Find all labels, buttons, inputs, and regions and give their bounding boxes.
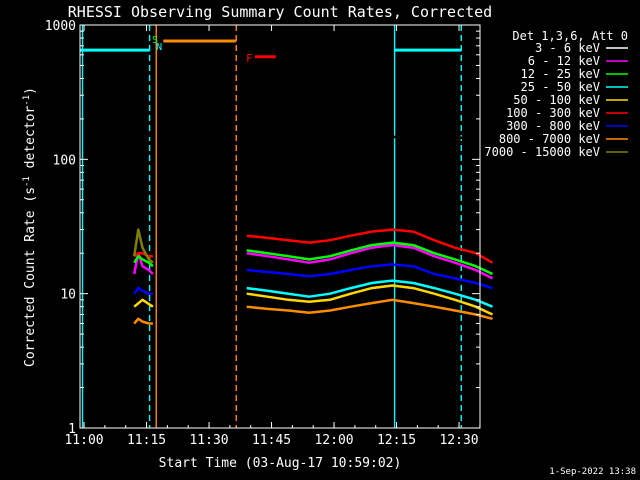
legend-entry-label: 7000 - 15000 keV (484, 145, 600, 159)
y-tick-label: 1 (68, 422, 76, 437)
y-axis-label-main: Corrected Count Rate (s (23, 187, 38, 367)
x-tick-label: 12:00 (314, 433, 353, 448)
x-tick-label: 11:15 (127, 433, 166, 448)
series-line (246, 263, 493, 290)
y-tick-label: 1000 (45, 19, 76, 34)
y-axis-label-end: ) (23, 87, 38, 95)
y-tick-label: 100 (53, 153, 76, 168)
legend-entry-label: 50 - 100 keV (513, 93, 600, 107)
legend-entry-label: 6 - 12 keV (528, 54, 600, 68)
footer-date: 1-Sep-2022 13:38 (549, 467, 636, 477)
series-line (246, 284, 494, 316)
x-tick-label: 11:30 (189, 433, 228, 448)
series-line (133, 298, 154, 308)
y-axis-label-sup2: -1 (22, 95, 32, 106)
state-marker-label: N (156, 42, 162, 53)
y-axis: 1 10 100 1000 (45, 19, 480, 437)
y-axis-label: Corrected Count Rate (s-1 detector-1) (22, 87, 38, 367)
x-tick-label: 11:00 (64, 433, 103, 448)
y-axis-label-sup1: -1 (22, 176, 32, 187)
legend-entry-label: 300 - 800 keV (506, 119, 600, 133)
series-line (133, 251, 153, 258)
state-bar-label: F (246, 52, 253, 65)
series-line (246, 132, 493, 140)
x-tick-label: 11:45 (252, 433, 291, 448)
legend-entry-label: 100 - 300 keV (506, 106, 600, 120)
chart-title: RHESSI Observing Summary Count Rates, Co… (68, 3, 492, 21)
series-line (246, 241, 494, 276)
legend-title: Det 1,3,6, Att 0 (512, 29, 628, 43)
legend-entry-label: 800 - 7000 keV (499, 132, 600, 146)
series-line (246, 279, 493, 308)
x-axis-label: Start Time (03-Aug-17 10:59:02) (159, 456, 402, 471)
x-tick-label: 12:15 (377, 433, 416, 448)
legend-entry-label: 3 - 6 keV (535, 41, 600, 55)
series-line (133, 286, 153, 295)
plot-area: F SN (80, 25, 494, 428)
series-line (246, 298, 493, 321)
legend-entry-label: 25 - 50 keV (521, 80, 600, 94)
state-marker-label: S (152, 35, 158, 46)
y-axis-label-mid: detector (23, 106, 38, 177)
x-tick-label: 12:30 (439, 433, 478, 448)
y-tick-label: 10 (60, 288, 76, 303)
series-line (246, 228, 494, 264)
series-line (133, 132, 154, 138)
legend-entry-label: 12 - 25 keV (521, 67, 600, 81)
series-line (246, 243, 494, 280)
series-line (132, 228, 154, 264)
series-line (133, 317, 153, 325)
series-line (133, 254, 154, 268)
x-axis: 11:00 11:15 11:30 11:45 12:00 12:15 12:30 (64, 25, 481, 448)
plot-frame (79, 24, 481, 429)
